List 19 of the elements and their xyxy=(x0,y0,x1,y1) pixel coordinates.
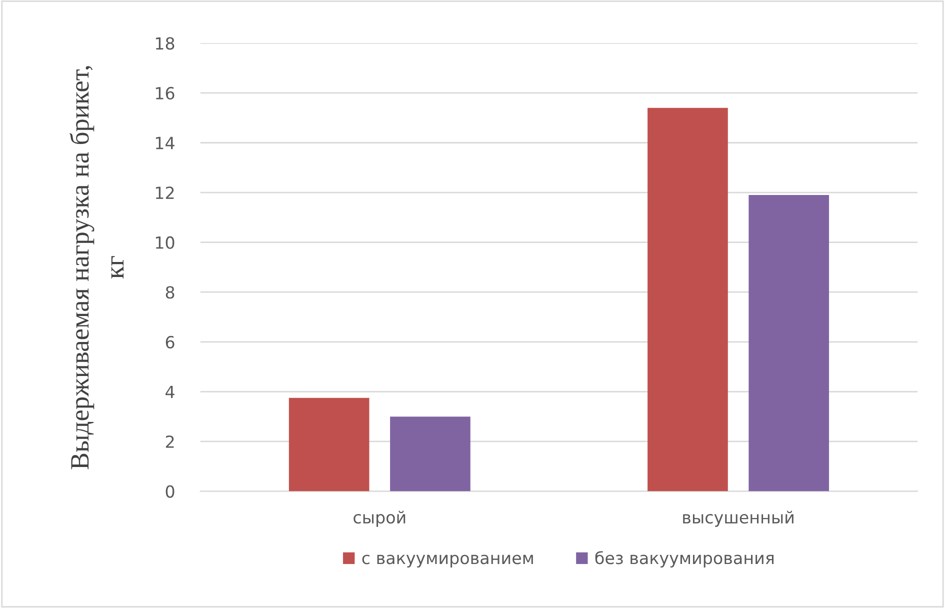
y-tick-label: 18 xyxy=(156,37,174,50)
y-tick-label: 0 xyxy=(166,485,174,498)
legend-label: с вакуумированием xyxy=(362,554,533,568)
y-tick-label: 10 xyxy=(156,236,174,249)
bar xyxy=(288,398,370,492)
legend-label: без вакуумирования xyxy=(595,551,774,568)
x-tick-label: сырой xyxy=(354,510,406,527)
y-tick-label: 14 xyxy=(156,136,174,150)
y-tick-label: 4 xyxy=(166,386,174,398)
y-tick-label: 8 xyxy=(166,286,174,299)
bar xyxy=(390,416,470,492)
bar xyxy=(648,108,728,492)
y-tick-label: 6 xyxy=(166,336,174,348)
y-axis-title: Выдерживаемая нагрузка на брикет, кг xyxy=(70,66,124,470)
y-tick-label: 16 xyxy=(156,86,174,100)
bar xyxy=(748,195,830,492)
y-tick-label: 12 xyxy=(156,186,174,199)
x-tick-label: высушенный xyxy=(683,510,794,527)
y-tick-label: 2 xyxy=(166,435,174,448)
